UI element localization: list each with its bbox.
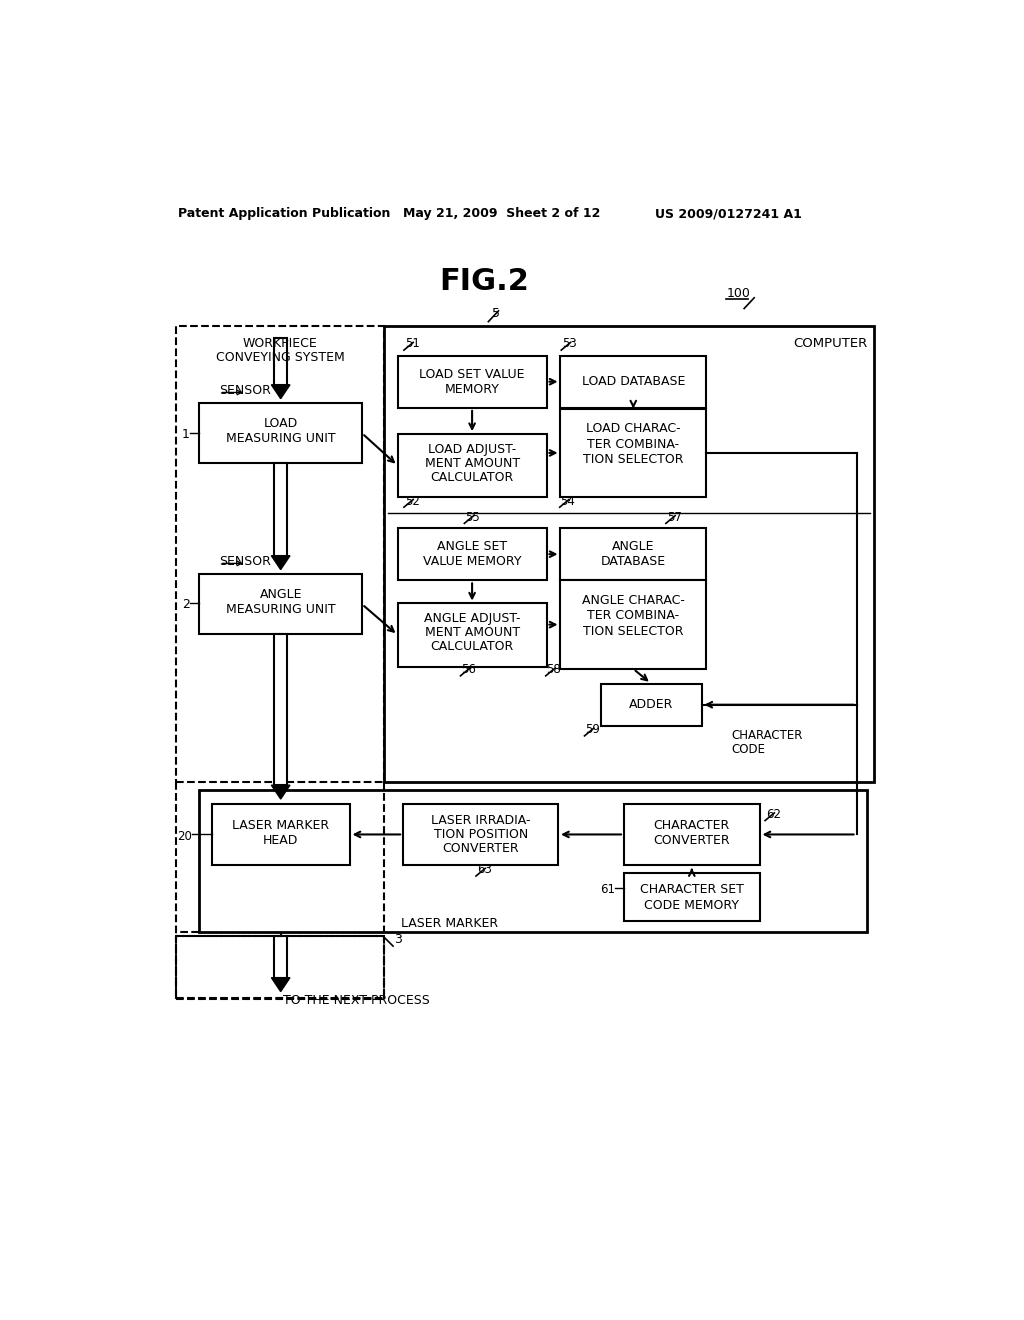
Text: CHARACTER: CHARACTER [653, 818, 730, 832]
Bar [397, 434, 547, 498]
Bar [397, 528, 547, 581]
Text: 55: 55 [465, 511, 480, 524]
Bar [560, 528, 707, 581]
Text: DATABASE: DATABASE [601, 556, 666, 569]
Bar [274, 635, 287, 785]
Text: MENT AMOUNT: MENT AMOUNT [425, 457, 519, 470]
Text: SENSOR: SENSOR [219, 384, 271, 397]
Bar [560, 581, 707, 669]
Bar [200, 404, 362, 463]
Text: US 2009/0127241 A1: US 2009/0127241 A1 [655, 207, 802, 220]
Polygon shape [271, 785, 290, 799]
Bar [624, 873, 760, 921]
Text: WORKPIECE: WORKPIECE [243, 337, 317, 350]
Text: ANGLE: ANGLE [259, 587, 302, 601]
Text: LOAD SET VALUE: LOAD SET VALUE [420, 367, 525, 380]
Text: MEASURING UNIT: MEASURING UNIT [226, 432, 336, 445]
Text: May 21, 2009  Sheet 2 of 12: May 21, 2009 Sheet 2 of 12 [403, 207, 600, 220]
Polygon shape [271, 978, 290, 991]
Text: ANGLE: ANGLE [612, 540, 654, 553]
Text: 100: 100 [726, 286, 751, 300]
Text: ANGLE ADJUST-: ANGLE ADJUST- [424, 612, 520, 626]
Text: 20: 20 [177, 829, 191, 842]
Text: FIG.2: FIG.2 [439, 267, 529, 296]
Bar [176, 936, 384, 998]
Text: HEAD: HEAD [263, 834, 298, 847]
Bar [560, 409, 707, 498]
Bar [274, 463, 287, 556]
Text: 59: 59 [586, 723, 600, 737]
Text: Patent Application Publication: Patent Application Publication [178, 207, 391, 220]
Text: LOAD ADJUST-: LOAD ADJUST- [428, 444, 516, 455]
Polygon shape [271, 556, 290, 570]
Text: 61: 61 [600, 883, 614, 896]
Text: SENSOR: SENSOR [219, 556, 271, 569]
Text: CODE MEMORY: CODE MEMORY [644, 899, 739, 912]
Text: ANGLE CHARAC-: ANGLE CHARAC- [582, 594, 685, 607]
Bar [403, 804, 558, 866]
Text: LOAD DATABASE: LOAD DATABASE [582, 375, 685, 388]
Text: LASER IRRADIA-: LASER IRRADIA- [431, 814, 530, 828]
Text: CONVERTER: CONVERTER [653, 834, 730, 847]
Text: 57: 57 [667, 511, 682, 524]
Bar [200, 574, 362, 635]
Text: MEMORY: MEMORY [444, 383, 500, 396]
Text: COMPUTER: COMPUTER [794, 337, 867, 350]
Text: 56: 56 [461, 663, 476, 676]
Bar [397, 603, 547, 667]
Text: TION SELECTOR: TION SELECTOR [583, 624, 684, 638]
Text: TION POSITION: TION POSITION [433, 828, 527, 841]
Text: 62: 62 [766, 808, 781, 821]
Text: 54: 54 [560, 495, 575, 508]
Bar [397, 355, 547, 408]
Text: ADDER: ADDER [629, 698, 674, 711]
Text: 52: 52 [404, 495, 420, 508]
Text: 3: 3 [394, 933, 401, 946]
Text: 63: 63 [477, 863, 492, 876]
Text: 5: 5 [493, 308, 501, 321]
Polygon shape [271, 385, 290, 399]
Text: TO THE NEXT PROCESS: TO THE NEXT PROCESS [283, 994, 430, 1007]
Text: 2: 2 [182, 598, 190, 611]
Text: CODE: CODE [731, 743, 765, 756]
Text: CONVERTER: CONVERTER [442, 842, 519, 855]
Text: TER COMBINA-: TER COMBINA- [587, 437, 679, 450]
Text: 58: 58 [547, 663, 561, 676]
Text: ANGLE SET: ANGLE SET [437, 540, 507, 553]
Bar [200, 789, 867, 932]
Text: TION SELECTOR: TION SELECTOR [583, 453, 684, 466]
Bar [560, 355, 707, 408]
Text: MENT AMOUNT: MENT AMOUNT [425, 626, 519, 639]
Bar [274, 338, 287, 385]
Text: 53: 53 [562, 338, 577, 351]
Bar [176, 326, 384, 781]
Bar [212, 804, 349, 866]
Text: CALCULATOR: CALCULATOR [430, 471, 514, 483]
Text: CONVEYING SYSTEM: CONVEYING SYSTEM [215, 351, 344, 363]
Text: CALCULATOR: CALCULATOR [430, 640, 514, 653]
Text: TER COMBINA-: TER COMBINA- [587, 610, 679, 622]
Bar [384, 326, 873, 781]
Text: LASER MARKER: LASER MARKER [400, 916, 498, 929]
Bar [274, 936, 287, 978]
Text: MEASURING UNIT: MEASURING UNIT [226, 603, 336, 616]
Text: LOAD CHARAC-: LOAD CHARAC- [586, 422, 681, 436]
Text: 51: 51 [404, 338, 420, 351]
Bar [624, 804, 760, 866]
Text: LOAD: LOAD [263, 417, 298, 430]
Text: 1: 1 [182, 428, 190, 441]
Text: LASER MARKER: LASER MARKER [232, 818, 330, 832]
Text: VALUE MEMORY: VALUE MEMORY [423, 556, 521, 569]
Bar [601, 684, 701, 726]
Text: CHARACTER SET: CHARACTER SET [640, 883, 743, 896]
Text: CHARACTER: CHARACTER [731, 730, 803, 742]
